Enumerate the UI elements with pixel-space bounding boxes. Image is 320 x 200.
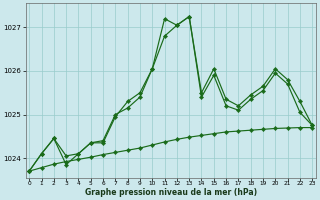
X-axis label: Graphe pression niveau de la mer (hPa): Graphe pression niveau de la mer (hPa) <box>85 188 257 197</box>
